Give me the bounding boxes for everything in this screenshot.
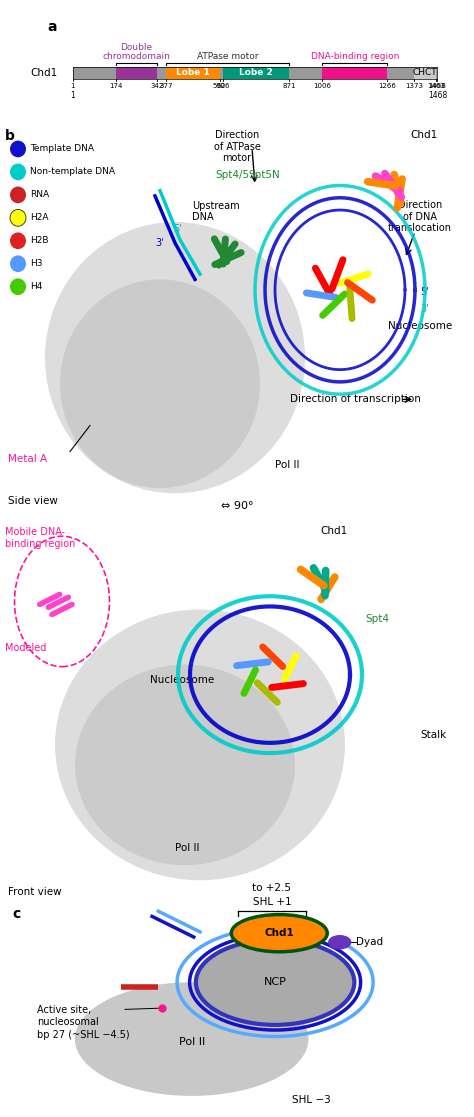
Text: a: a <box>47 20 57 35</box>
Bar <box>414 67 436 79</box>
Text: H3: H3 <box>30 259 43 268</box>
Bar <box>157 67 166 79</box>
Text: 1266: 1266 <box>378 83 396 89</box>
Circle shape <box>10 278 26 295</box>
Text: Nucleosome: Nucleosome <box>388 322 452 332</box>
Text: c: c <box>12 907 20 922</box>
Text: Modeled: Modeled <box>5 642 46 652</box>
Text: b: b <box>5 130 15 143</box>
Text: 3': 3' <box>420 304 428 314</box>
Text: Spt4: Spt4 <box>365 614 389 624</box>
Text: to +2.5: to +2.5 <box>253 884 292 894</box>
Bar <box>223 67 289 79</box>
Text: Upstream
DNA: Upstream DNA <box>192 201 240 222</box>
Text: H2A: H2A <box>30 213 48 222</box>
Text: Pol II: Pol II <box>179 1037 205 1047</box>
Ellipse shape <box>75 665 295 866</box>
Text: 377: 377 <box>159 83 173 89</box>
Ellipse shape <box>231 915 327 952</box>
Text: 5': 5' <box>173 225 182 235</box>
Text: Chd1: Chd1 <box>410 131 437 141</box>
Text: Chd1: Chd1 <box>30 68 57 78</box>
Ellipse shape <box>196 939 355 1025</box>
Text: Metal A: Metal A <box>8 454 47 464</box>
Text: Lobe 1: Lobe 1 <box>176 68 210 77</box>
Text: ⇔ 90°: ⇔ 90° <box>221 502 253 512</box>
Circle shape <box>10 141 26 157</box>
Text: Active site,
nucleosomal
bp 27 (~SHL −4.5): Active site, nucleosomal bp 27 (~SHL −4.… <box>37 1005 130 1040</box>
Text: 3': 3' <box>155 238 164 248</box>
Text: Stalk: Stalk <box>420 729 446 739</box>
Text: 1006: 1006 <box>313 83 331 89</box>
Circle shape <box>10 163 26 180</box>
Circle shape <box>10 256 26 273</box>
Text: Double
chromodomain: Double chromodomain <box>102 42 170 61</box>
Text: Lobe 2: Lobe 2 <box>239 68 273 77</box>
Text: 1463: 1463 <box>427 83 445 89</box>
Text: 592: 592 <box>213 83 226 89</box>
Bar <box>73 67 116 79</box>
Text: Spt5N: Spt5N <box>248 170 280 180</box>
Ellipse shape <box>75 982 309 1096</box>
Text: Chd1: Chd1 <box>264 928 294 938</box>
Text: Non-template DNA: Non-template DNA <box>30 168 115 176</box>
Ellipse shape <box>45 222 305 494</box>
Text: 174: 174 <box>109 83 122 89</box>
Text: Template DNA: Template DNA <box>30 144 94 153</box>
Text: SHL −3: SHL −3 <box>292 1095 330 1105</box>
Text: Chd1: Chd1 <box>320 526 347 536</box>
Text: 1: 1 <box>70 90 75 99</box>
Text: Front view: Front view <box>8 887 62 897</box>
Text: RNA: RNA <box>30 190 49 199</box>
Text: H2B: H2B <box>30 237 48 246</box>
Ellipse shape <box>60 279 260 488</box>
Text: H4: H4 <box>30 283 42 292</box>
Ellipse shape <box>55 610 345 880</box>
Text: 871: 871 <box>282 83 296 89</box>
Text: 1373: 1373 <box>405 83 423 89</box>
Bar <box>289 67 322 79</box>
Circle shape <box>328 935 351 949</box>
Bar <box>166 67 219 79</box>
Bar <box>116 67 157 79</box>
Text: CHCT: CHCT <box>413 68 437 77</box>
Text: SHL +1: SHL +1 <box>253 897 292 907</box>
Text: 606: 606 <box>216 83 230 89</box>
Circle shape <box>10 187 26 203</box>
Text: Mobile DNA-
binding region: Mobile DNA- binding region <box>5 527 75 548</box>
Bar <box>436 67 438 79</box>
Circle shape <box>10 210 26 226</box>
Text: Direction
of DNA
translocation: Direction of DNA translocation <box>388 200 452 233</box>
Text: ATPase motor: ATPase motor <box>197 52 258 61</box>
Text: Direction
of ATPase
motor: Direction of ATPase motor <box>214 131 260 163</box>
Text: Direction of transcription: Direction of transcription <box>290 394 421 404</box>
Text: Spt4/5: Spt4/5 <box>215 170 249 180</box>
Text: 5': 5' <box>420 287 429 297</box>
Text: NCP: NCP <box>264 977 287 987</box>
Text: Pol II: Pol II <box>275 460 300 470</box>
Text: Dyad: Dyad <box>356 937 383 947</box>
Bar <box>387 67 414 79</box>
Text: Pol II: Pol II <box>175 843 200 853</box>
Text: DNA-binding region: DNA-binding region <box>310 52 399 61</box>
Text: Nucleosome: Nucleosome <box>150 675 214 685</box>
Text: 1: 1 <box>70 83 75 89</box>
Circle shape <box>10 232 26 249</box>
Text: 342: 342 <box>151 83 164 89</box>
Bar <box>219 67 223 79</box>
Text: 1468: 1468 <box>428 83 447 89</box>
Text: Side view: Side view <box>8 496 58 506</box>
Text: 1468: 1468 <box>428 90 447 99</box>
Bar <box>322 67 387 79</box>
